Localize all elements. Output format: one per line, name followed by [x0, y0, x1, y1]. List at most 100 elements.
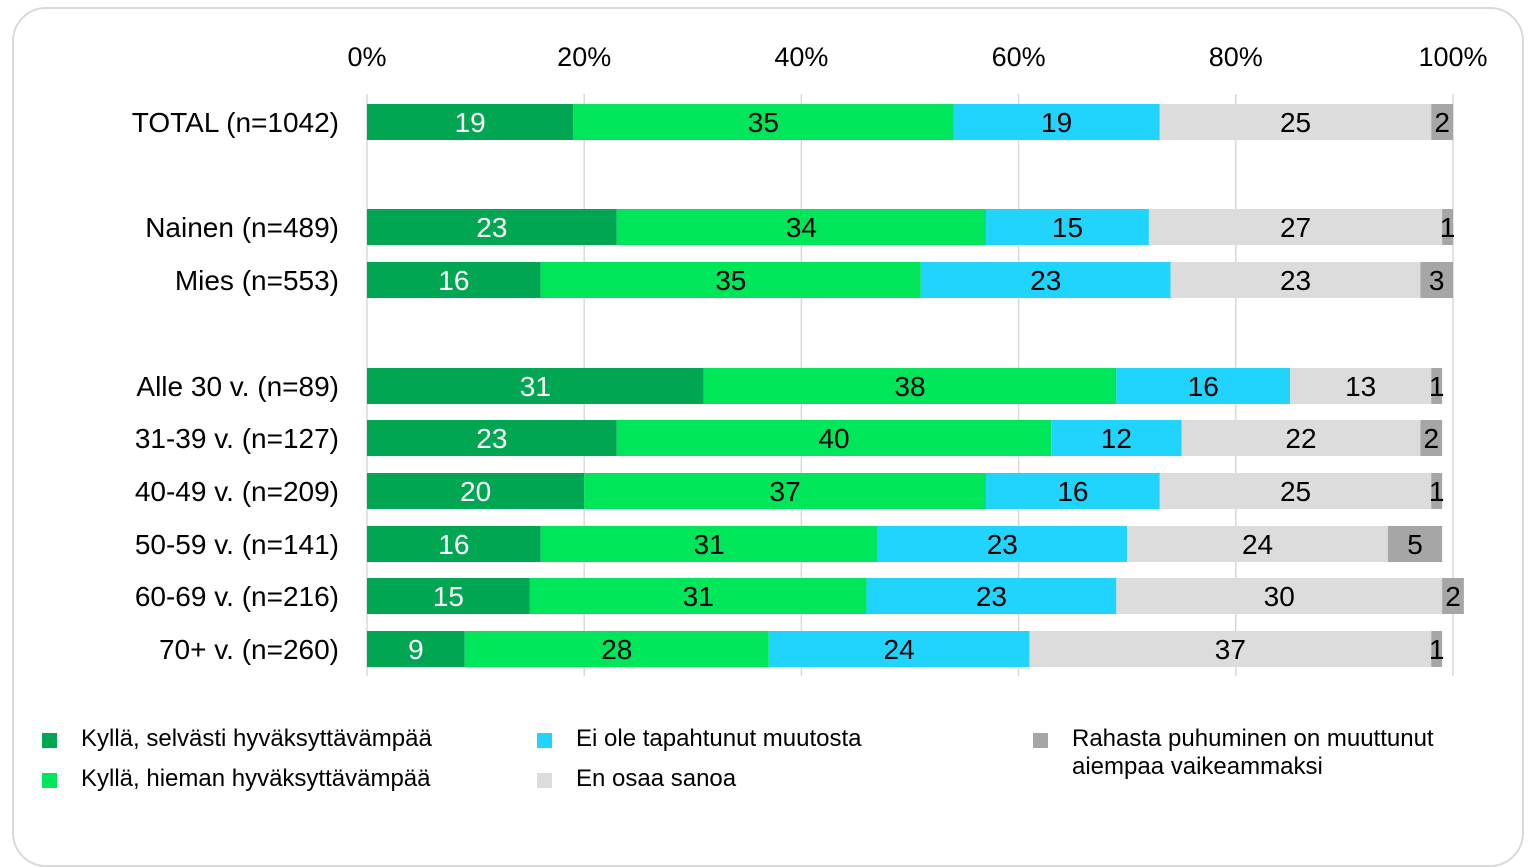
bar-segment [540, 526, 878, 562]
bar-segment [573, 104, 954, 140]
bar-segment [1116, 368, 1291, 404]
data-label: 2 [1445, 581, 1461, 612]
data-label: 28 [601, 634, 632, 665]
bar-segment [367, 631, 465, 667]
legend-label: Ei ole tapahtunut muutosta [576, 725, 862, 752]
bar-segment [1148, 209, 1443, 245]
bar-segment [367, 262, 541, 298]
legend-swatch [42, 733, 57, 748]
legend-label: En osaa sanoa [576, 765, 737, 792]
bar-segment [616, 420, 1052, 456]
bar-segment [540, 262, 921, 298]
data-label: 22 [1285, 423, 1316, 454]
data-label: 9 [408, 634, 424, 665]
bar-segment [866, 578, 1117, 614]
category-label: 50-59 v. (n=141) [135, 529, 339, 560]
data-label: 40 [818, 423, 849, 454]
bar-segment [1029, 631, 1432, 667]
bar-segment [768, 631, 1030, 667]
bar-segment [1431, 631, 1443, 667]
bar-segment [1442, 209, 1453, 245]
data-label: 25 [1280, 476, 1311, 507]
stacked-bar-chart: 0% 20% 40% 60% 80% 100% TOTAL (n=1042) Nainen (… [132, 42, 1488, 676]
legend-swatch [42, 773, 57, 788]
data-label: 16 [438, 529, 469, 560]
category-label: Nainen (n=489) [145, 212, 339, 243]
bar-segment [1442, 578, 1464, 614]
data-label: 16 [438, 265, 469, 296]
data-label: 16 [1057, 476, 1088, 507]
bar-segment [703, 368, 1117, 404]
bar-segment [584, 473, 987, 509]
data-label: 5 [1407, 529, 1423, 560]
bar-segment [367, 104, 574, 140]
data-label: 35 [748, 107, 779, 138]
data-label: 23 [476, 212, 507, 243]
bar-segment [367, 526, 541, 562]
legend-label-line: Rahasta puhuminen on muuttunut [1072, 725, 1434, 752]
bar-segment [616, 209, 987, 245]
x-tick-label: 80% [1209, 42, 1263, 72]
data-label: 38 [894, 371, 925, 402]
category-label: 31-39 v. (n=127) [135, 423, 339, 454]
bar-segment [1431, 104, 1453, 140]
bar-segment [1431, 473, 1443, 509]
data-label: 1 [1429, 371, 1445, 402]
bar-segment [1170, 262, 1421, 298]
data-label: 31 [683, 581, 714, 612]
category-label: Alle 30 v. (n=89) [136, 371, 339, 402]
data-label: 31 [520, 371, 551, 402]
bar-segment [1420, 262, 1453, 298]
data-label: 16 [1188, 371, 1219, 402]
x-tick-label: 60% [992, 42, 1046, 72]
data-label: 1 [1429, 476, 1445, 507]
bar-segment [1051, 420, 1182, 456]
bar-segment [1159, 104, 1432, 140]
data-label: 2 [1434, 107, 1450, 138]
bar-segment [1431, 368, 1443, 404]
data-label: 12 [1101, 423, 1132, 454]
data-label: 1 [1429, 634, 1445, 665]
category-label: 40-49 v. (n=209) [135, 476, 339, 507]
bar-segment [464, 631, 769, 667]
bar-segment [367, 578, 530, 614]
category-label: 70+ v. (n=260) [159, 634, 339, 665]
data-label: 34 [786, 212, 817, 243]
data-label: 1 [1440, 212, 1456, 243]
legend-label: Kyllä, hieman hyväksyttävämpää [81, 765, 431, 792]
bar-segment [986, 473, 1160, 509]
data-label: 37 [1215, 634, 1246, 665]
data-label: 24 [884, 634, 915, 665]
category-label: TOTAL (n=1042) [132, 107, 339, 138]
bar-segment [1181, 420, 1421, 456]
bar-segment [953, 104, 1160, 140]
data-label: 24 [1242, 529, 1273, 560]
data-label: 23 [476, 423, 507, 454]
bar-segment [1387, 526, 1443, 562]
data-label: 15 [433, 581, 464, 612]
data-label: 15 [1052, 212, 1083, 243]
x-tick-label: 100% [1418, 42, 1487, 72]
legend-swatch [1033, 733, 1048, 748]
category-label: 60-69 v. (n=216) [135, 581, 339, 612]
bar-segment [877, 526, 1128, 562]
legend-label: Rahasta puhuminen on muuttunut aiempaa v… [1072, 725, 1434, 781]
legend-label: Kyllä, selvästi hyväksyttävämpää [81, 725, 432, 752]
bar-segment [367, 420, 617, 456]
legend-swatch [537, 773, 552, 788]
data-label: 23 [976, 581, 1007, 612]
data-label: 30 [1264, 581, 1295, 612]
bar-segment [1159, 473, 1432, 509]
data-label: 23 [1280, 265, 1311, 296]
legend-swatch [537, 733, 552, 748]
data-label: 13 [1345, 371, 1376, 402]
category-label: Mies (n=553) [175, 265, 339, 296]
bar-segment [920, 262, 1171, 298]
bar-segment [1290, 368, 1432, 404]
x-tick-label: 40% [774, 42, 828, 72]
bar-segment [1116, 578, 1443, 614]
data-label: 20 [460, 476, 491, 507]
data-label: 27 [1280, 212, 1311, 243]
bar-segment [367, 209, 617, 245]
bar-segment [367, 368, 704, 404]
